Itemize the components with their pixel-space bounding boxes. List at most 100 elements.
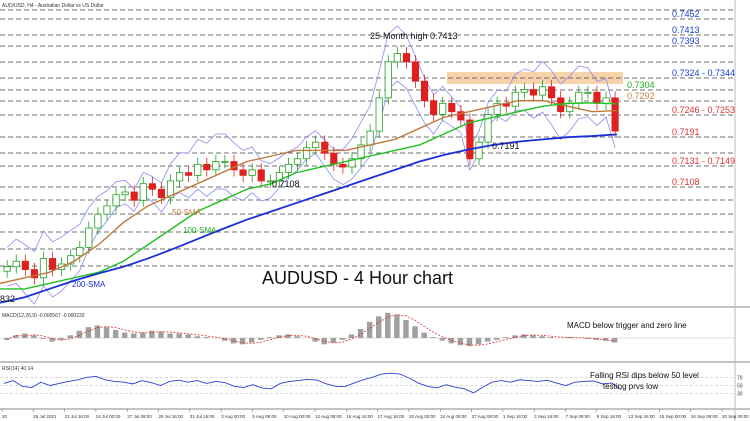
macd-bar: [221, 338, 228, 341]
candle-body: [348, 158, 356, 168]
candle-body: [375, 97, 383, 132]
macd-bar: [503, 337, 509, 338]
candle-body: [166, 180, 175, 198]
sma50-line: [0, 99, 618, 285]
bollinger-upper: [6, 25, 616, 253]
macd-bar: [330, 338, 337, 343]
macd-bar: [158, 331, 164, 338]
macd-bar: [22, 333, 28, 338]
time-label: 15 Sep 00:00: [659, 414, 686, 419]
macd-bar: [602, 338, 609, 341]
macd-bar: [194, 336, 200, 338]
macd-bar: [439, 338, 445, 341]
candle-body: [212, 161, 220, 171]
time-label: 16 Sep 08:00: [691, 414, 718, 419]
candle-body: [384, 61, 392, 99]
macd-bar: [376, 316, 382, 338]
candle-body: [584, 91, 592, 94]
rsi-tick-label: 70: [737, 375, 743, 381]
macd-bar: [457, 338, 464, 346]
candle-body: [103, 205, 111, 215]
time-label: 5 Aug 08:00: [252, 414, 277, 419]
candle-body: [121, 191, 129, 196]
time-label: 3 Aug 00:00: [221, 414, 246, 419]
macd-bar: [140, 332, 146, 338]
candle-body: [511, 91, 519, 107]
candle-body: [257, 169, 265, 182]
macd-bar: [530, 335, 536, 338]
time-label: 20 Aug 00:00: [409, 414, 436, 419]
macd-bar: [539, 336, 545, 338]
sma100-label: 100-SMA: [183, 226, 217, 235]
level-label: 0.7108: [672, 177, 700, 187]
candle-body: [157, 188, 166, 198]
candle-body: [593, 91, 601, 104]
level-label: 0.7191: [672, 127, 700, 137]
level-label: 0.7393: [672, 36, 700, 46]
macd-bar: [339, 338, 346, 340]
candle-body: [439, 102, 447, 115]
candle-body: [548, 86, 556, 99]
time-label: 7 Sep 08:00: [565, 414, 590, 419]
time-label: 24 Jul 00:00: [96, 414, 121, 419]
candle-body: [293, 158, 302, 165]
macd-bar: [248, 338, 255, 343]
candle-body: [611, 97, 619, 132]
macd-bar: [357, 329, 364, 338]
macd-bar: [466, 338, 473, 347]
candle-body: [538, 86, 547, 96]
macd-bar: [548, 337, 554, 338]
rsi-tick-label: 30: [737, 392, 743, 398]
resistance-zone: [447, 72, 623, 84]
candle-body: [303, 147, 311, 160]
macd-bar: [294, 336, 300, 338]
candle-body: [112, 194, 120, 207]
macd-signal-line: [6, 314, 615, 346]
macd-bar: [412, 326, 418, 338]
macd-note: MACD below trigger and zero line: [567, 321, 687, 330]
candle-body: [411, 61, 420, 82]
candle-body: [148, 183, 156, 190]
macd-bar: [512, 335, 518, 338]
candle-body: [493, 102, 501, 115]
sma100-line: [0, 102, 618, 290]
time-label: 20 Sep 00:00: [722, 414, 749, 419]
sma200-label: 200-SMA: [72, 280, 106, 289]
macd-bar: [176, 333, 182, 338]
candle-body: [393, 53, 401, 63]
macd-bar: [267, 337, 273, 338]
low-left-label: 0.7108: [272, 179, 300, 189]
candle-body: [185, 172, 193, 176]
candle-body: [175, 172, 184, 182]
main-chart-title: AUDUSD - 4 Hour chart: [262, 268, 453, 288]
candle-body: [420, 80, 429, 102]
macd-bar: [584, 338, 591, 339]
macd-bar: [203, 337, 210, 338]
macd-bar: [31, 335, 37, 338]
macd-bar: [112, 329, 119, 338]
macd-bar: [49, 338, 55, 342]
macd-bar: [394, 314, 400, 338]
candle-body: [430, 100, 438, 115]
sma50-label: 50-SMA: [172, 208, 202, 217]
candle-body: [475, 141, 483, 160]
macd-bar: [85, 327, 92, 338]
macd-bar: [421, 332, 427, 338]
time-label: 27 Jul 08:00: [127, 414, 152, 419]
macd-header: MACD(12,26,9) -0.000567 -0.000233: [2, 313, 85, 319]
macd-bar: [521, 334, 527, 338]
level-label: 0.7131 - 0.7149: [672, 156, 735, 166]
time-label: 13 Sep 16:00: [628, 414, 655, 419]
macd-bar: [348, 334, 355, 338]
time-label: 21 Jul 16:00: [65, 414, 90, 419]
macd-bar: [403, 320, 409, 338]
candle-body: [529, 89, 538, 96]
macd-bar: [321, 338, 328, 345]
candle-body: [466, 119, 474, 160]
candle-body: [94, 213, 102, 229]
candle-body: [48, 258, 57, 270]
candle-body: [67, 255, 75, 265]
macd-bar: [13, 335, 19, 338]
macd-bar: [366, 321, 373, 338]
